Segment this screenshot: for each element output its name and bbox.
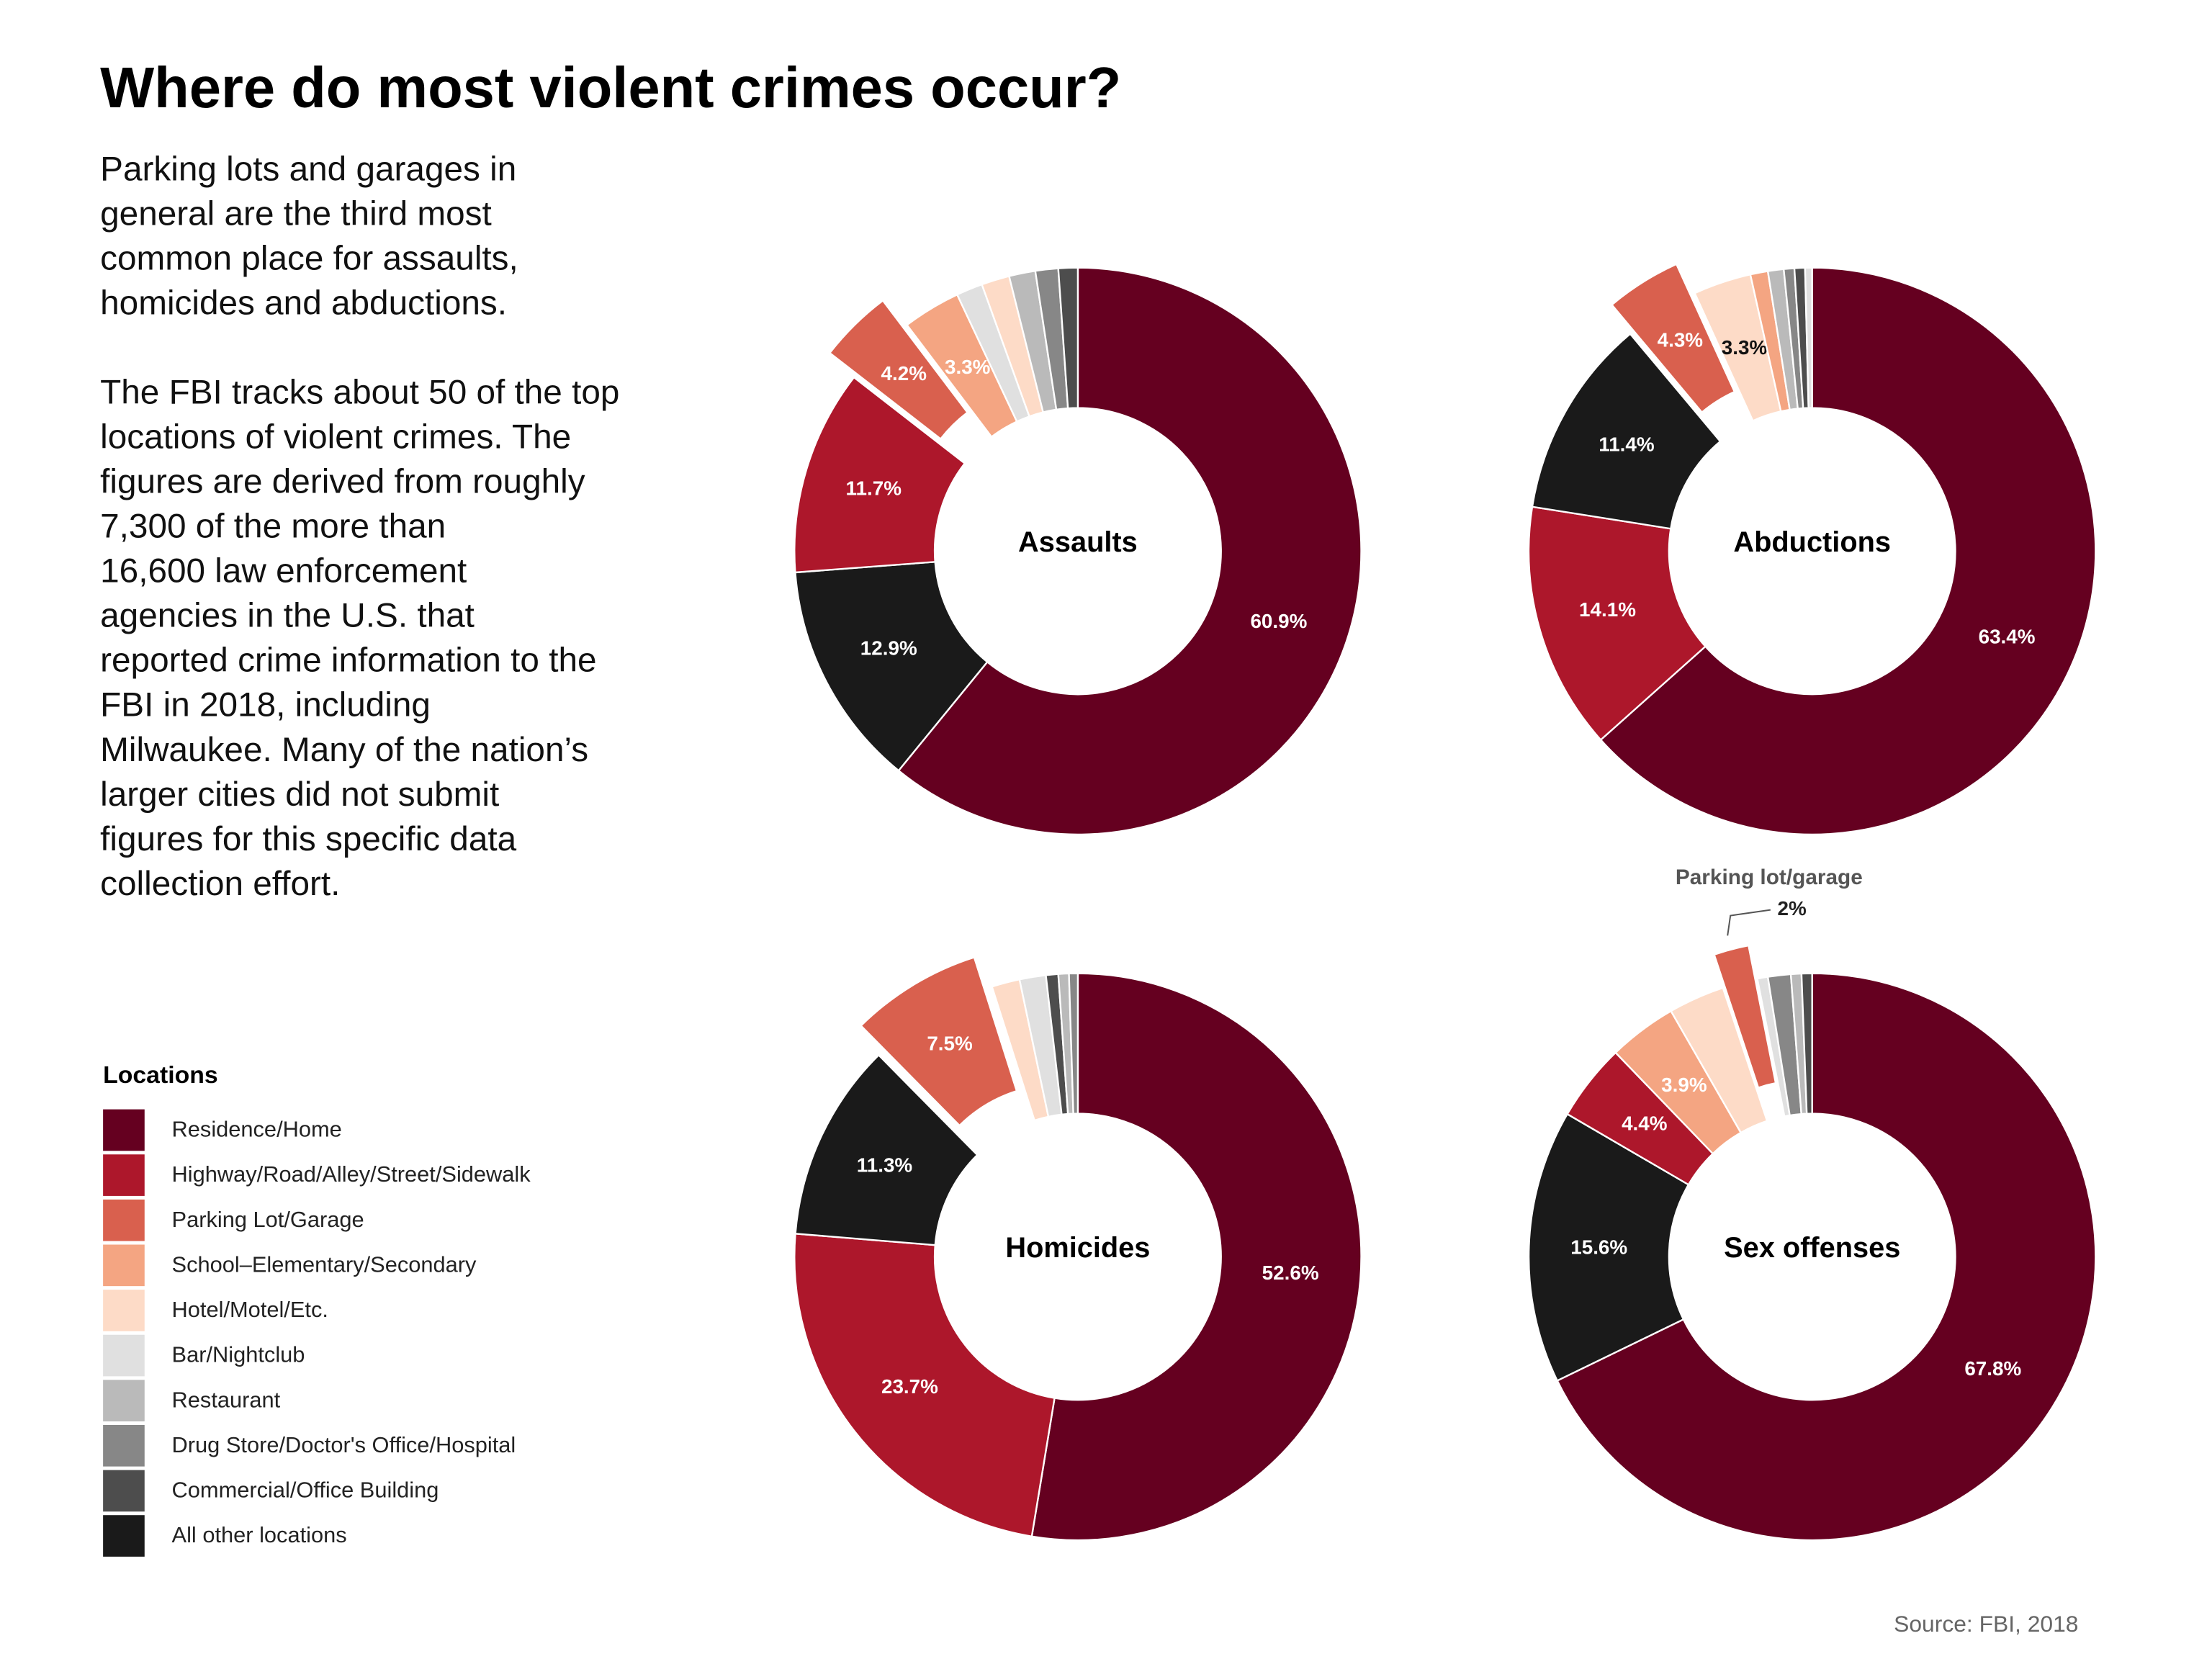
value-label: 3.9% — [1661, 1074, 1707, 1096]
legend-label: Drug Store/Doctor's Office/Hospital — [172, 1432, 516, 1457]
description-line: The FBI tracks about 50 of the top — [100, 374, 619, 412]
value-label: 52.6% — [1262, 1262, 1319, 1284]
source: Source: FBI, 2018 — [1894, 1611, 2078, 1637]
value-label: 60.9% — [1250, 610, 1307, 632]
donut-slice — [1669, 986, 1768, 1134]
value-label: 3.3% — [1722, 336, 1768, 359]
legend-label: Commercial/Office Building — [172, 1478, 439, 1503]
legend-label: Parking Lot/Garage — [172, 1207, 364, 1232]
legend-swatch — [103, 1154, 145, 1196]
title: Where do most violent crimes occur? — [100, 55, 1121, 120]
donut-slice — [1030, 972, 1362, 1542]
description-line: figures for this specific data — [100, 820, 516, 858]
donut-slice — [1599, 266, 2097, 836]
description-line: larger cities did not submit — [100, 775, 499, 814]
legend-label: All other locations — [172, 1522, 347, 1547]
donut-slice — [794, 1053, 979, 1246]
legend-swatch — [103, 1470, 145, 1512]
value-label: 23.7% — [881, 1375, 938, 1398]
description-line: homicides and abductions. — [100, 284, 507, 323]
chart-title: Sex offenses — [1724, 1232, 1900, 1264]
donut-slice — [1531, 332, 1722, 530]
legend-label: School–Elementary/Secondary — [172, 1251, 477, 1277]
legend-swatch — [103, 1515, 145, 1557]
chart-title: Homicides — [1005, 1232, 1150, 1264]
value-label: 67.8% — [1964, 1357, 2021, 1380]
description-line: reported crime information to the — [100, 642, 596, 680]
donut-slice — [1610, 263, 1736, 414]
donut-slice — [828, 299, 969, 441]
donut-slice — [793, 1232, 1056, 1538]
donut-slice — [1804, 266, 1813, 409]
description-line: 16,600 law enforcement — [100, 552, 467, 590]
description-line: agencies in the U.S. that — [100, 597, 475, 635]
donut-slice — [1800, 972, 1813, 1115]
donut-slice — [897, 266, 1362, 836]
value-label: 2% — [1778, 897, 1807, 920]
donut-slice — [794, 561, 989, 772]
donut-slice — [1527, 1112, 1690, 1382]
value-label: 15.6% — [1570, 1236, 1627, 1259]
legend-swatch — [103, 1380, 145, 1422]
value-label: 11.3% — [857, 1154, 913, 1176]
value-label: 4.2% — [881, 362, 927, 385]
legend-label: Bar/Nightclub — [172, 1342, 305, 1367]
description-line: general are the third most — [100, 195, 492, 233]
legend-swatch — [103, 1424, 145, 1467]
chart-title: Abductions — [1733, 526, 1891, 558]
description-line: figures are derived from roughly — [100, 463, 585, 501]
annotation: Parking lot/garage — [1676, 866, 1863, 889]
legend-title: Locations — [103, 1061, 218, 1089]
chart-title: Assaults — [1018, 526, 1138, 558]
value-label: 11.7% — [846, 477, 902, 499]
donut-slice — [1057, 266, 1079, 410]
donut-slice — [793, 376, 966, 574]
description-line: common place for assaults, — [100, 240, 518, 278]
description-line: collection effort. — [100, 865, 340, 903]
description-line: locations of violent crimes. The — [100, 418, 571, 457]
legend-swatch — [103, 1334, 145, 1377]
legend-swatch — [103, 1290, 145, 1331]
donut-slice — [1556, 972, 2097, 1542]
legend-swatch — [103, 1199, 145, 1241]
description-line: FBI in 2018, including — [100, 686, 431, 724]
value-label: 7.5% — [927, 1032, 973, 1054]
legend-swatch — [103, 1244, 145, 1287]
description-line: Milwaukee. Many of the nation’s — [100, 731, 588, 769]
value-label: 4.3% — [1658, 329, 1704, 351]
donut-slice — [859, 956, 1018, 1127]
leader-line — [1727, 909, 1771, 936]
value-label: 63.4% — [1979, 626, 2036, 648]
legend-swatch — [103, 1109, 145, 1151]
value-label: 11.4% — [1599, 433, 1655, 456]
value-label: 12.9% — [860, 637, 917, 660]
description-line: Parking lots and garages in — [100, 150, 516, 188]
legend-label: Residence/Home — [172, 1117, 342, 1142]
legend-label: Highway/Road/Alley/Street/Sidewalk — [172, 1161, 531, 1187]
value-label: 3.3% — [945, 356, 991, 378]
value-label: 4.4% — [1622, 1112, 1668, 1135]
donut-slice — [1527, 505, 1707, 742]
donut-slice — [1713, 944, 1777, 1089]
value-label: 14.1% — [1579, 598, 1636, 621]
legend-label: Hotel/Motel/Etc. — [172, 1297, 328, 1322]
description-line: 7,300 of the more than — [100, 508, 446, 546]
donut-slice — [1068, 972, 1079, 1115]
legend-label: Restaurant — [172, 1387, 281, 1412]
